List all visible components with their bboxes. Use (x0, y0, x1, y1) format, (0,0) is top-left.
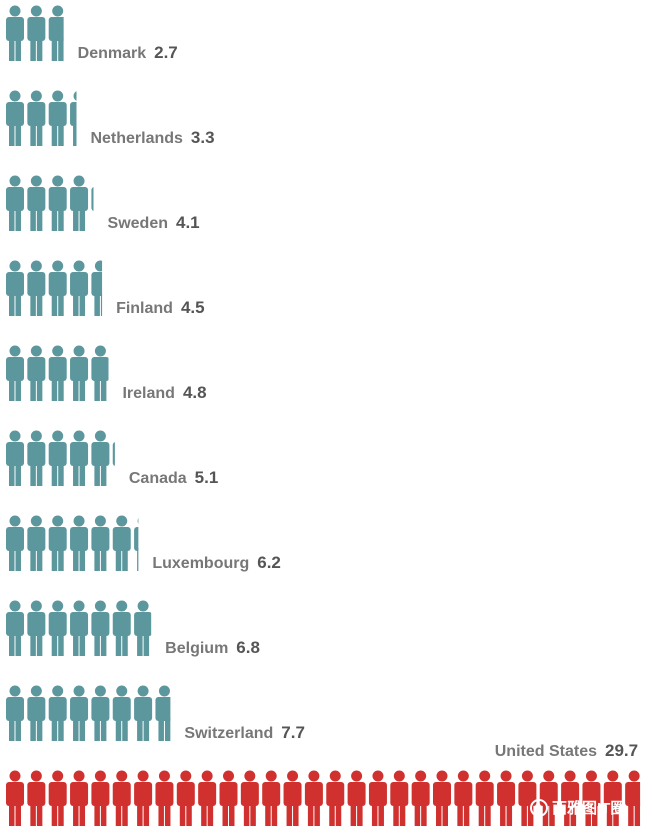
icon-row (6, 770, 641, 826)
country-name: Denmark (78, 45, 147, 62)
value-label: 6.2 (257, 553, 281, 572)
value-label: 4.5 (181, 298, 205, 317)
icon-row (6, 175, 94, 231)
country-name: Netherlands (90, 130, 183, 147)
row-label: Canada 5.1 (129, 468, 218, 487)
icon-row (6, 90, 77, 146)
country-name: Belgium (165, 640, 228, 657)
watermark-icon (530, 799, 548, 817)
icon-row (6, 430, 115, 486)
country-name: Finland (116, 300, 173, 317)
row-label: United States 29.7 (495, 741, 638, 760)
row-label: Finland 4.5 (116, 298, 205, 317)
value-label: 7.7 (281, 723, 305, 742)
country-name: Luxembourg (152, 555, 249, 572)
icon-row (6, 345, 109, 401)
icon-row (6, 600, 152, 656)
country-name: Switzerland (184, 725, 273, 742)
row-label: Luxembourg 6.2 (152, 553, 281, 572)
row-label: Netherlands 3.3 (90, 128, 214, 147)
icon-row (6, 260, 103, 316)
watermark-text: 西雅图IT圈 (552, 799, 625, 817)
country-name: Ireland (122, 385, 174, 402)
country-name: United States (495, 743, 597, 760)
row-label: Sweden 4.1 (108, 213, 200, 232)
icon-row (6, 5, 64, 61)
icon-row (6, 515, 139, 571)
row-label: Switzerland 7.7 (184, 723, 305, 742)
value-label: 29.7 (605, 741, 638, 760)
watermark: 西雅图IT圈 (530, 799, 625, 817)
value-label: 3.3 (191, 128, 215, 147)
country-name: Sweden (108, 215, 168, 232)
row-label: Belgium 6.8 (165, 638, 260, 657)
value-label: 2.7 (154, 43, 178, 62)
value-label: 5.1 (195, 468, 219, 487)
row-label: Denmark 2.7 (78, 43, 178, 62)
value-label: 4.1 (176, 213, 200, 232)
icon-row (6, 685, 171, 741)
country-name: Canada (129, 470, 187, 487)
row-label: Ireland 4.8 (122, 383, 206, 402)
value-label: 6.8 (236, 638, 260, 657)
value-label: 4.8 (183, 383, 207, 402)
